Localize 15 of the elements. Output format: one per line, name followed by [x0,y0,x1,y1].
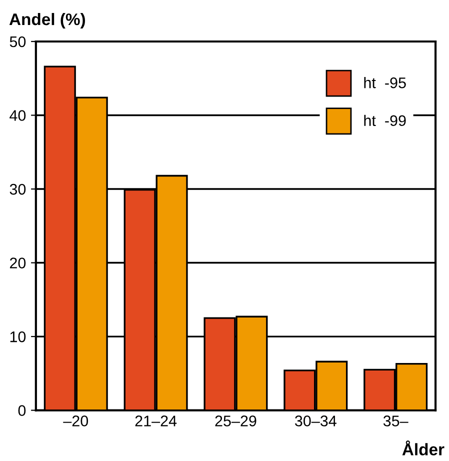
x-tick-label: 21–24 [135,416,177,426]
y-tick-label: 40 [10,110,26,121]
y-tick-label: 30 [10,184,26,195]
x-tick-label: 25–29 [215,416,256,426]
x-tick-label: –20 [63,416,88,426]
x-axis-title: Ålder [402,440,444,456]
x-tick-label: 30–34 [294,416,336,426]
x-tick-label: 35– [383,416,408,426]
y-tick-label: 10 [10,331,26,342]
legend-label: ht -95 [364,77,406,88]
legend-label: ht -99 [364,114,406,126]
y-tick-label: 0 [18,405,26,416]
y-axis-title: Andel (%) [9,12,85,29]
y-tick-label: 20 [10,258,26,268]
y-tick-label: 50 [10,36,26,48]
